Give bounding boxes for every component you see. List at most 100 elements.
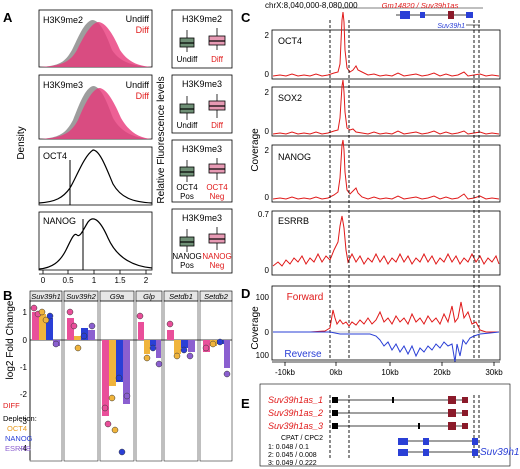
bar — [167, 330, 174, 340]
fold-change-axis-label: log2 Fold Change — [5, 300, 16, 379]
signal-oct4 — [272, 11, 500, 77]
dot — [143, 354, 151, 362]
density-title: NANOG — [43, 216, 76, 226]
rna-coverage-plot: 100 0 100 Forward Reverse — [256, 285, 501, 363]
density-x-axis: 0 0.5 1 1.5 2 — [39, 270, 152, 285]
dot — [66, 308, 74, 316]
dot — [186, 352, 194, 360]
bar — [32, 312, 39, 340]
density-plot-nanog: NANOG — [38, 211, 153, 271]
y-tick-label: 100 — [256, 293, 270, 302]
panel-label-d: D — [241, 286, 250, 301]
y-tick-label: 2 — [265, 31, 270, 40]
dot — [52, 340, 60, 348]
density-title: H3K9me2 — [43, 15, 83, 25]
box-label: Undiff — [177, 55, 199, 64]
legend-diff: DIFF — [3, 401, 20, 410]
y-tick-label: -1 — [20, 363, 28, 372]
dot — [70, 322, 78, 330]
y-tick-label: 0.7 — [258, 210, 270, 219]
density-axis-label: Density — [16, 126, 27, 159]
dot — [166, 320, 174, 328]
transcript-label: Suv39h1as_2 — [268, 408, 323, 418]
fold-change-bars — [32, 312, 230, 416]
x-tick-label: 1 — [92, 276, 97, 285]
bar — [116, 340, 123, 382]
bar — [150, 340, 156, 346]
coding-score-row: 3: 0.049 / 0.222 — [268, 460, 317, 467]
boxplot-title: H3K9me3 — [182, 213, 222, 223]
y-tick-label: -3 — [20, 417, 28, 426]
dot — [155, 360, 163, 368]
boxplot-h3k9me3-diff: H3K9me3 Undiff Diff — [171, 74, 233, 134]
bar — [88, 330, 95, 340]
y-tick-label: 100 — [256, 351, 270, 360]
bar — [74, 336, 81, 340]
bar — [138, 322, 144, 340]
density-plot-oct4: OCT4 — [38, 146, 153, 206]
dot — [88, 322, 96, 330]
y-tick-label: 2 — [265, 146, 270, 155]
dot — [149, 344, 157, 352]
boxplot-h3k9me3-nanog: H3K9me3 NANOG Pos NANOG Neg — [171, 208, 233, 274]
x-tick-label: 10kb — [381, 368, 399, 377]
coding-score-header: CPAT / CPC2 — [281, 435, 323, 442]
bar — [109, 340, 116, 386]
dot — [111, 426, 119, 434]
y-tick-label: 0 — [265, 70, 270, 79]
dot — [216, 338, 224, 346]
x-tick-label: 20kb — [433, 368, 451, 377]
y-tick-label: -2 — [20, 390, 28, 399]
dot — [46, 312, 54, 320]
box-label: Diff — [211, 121, 224, 130]
dot — [118, 448, 126, 456]
x-tick-label: 1.5 — [114, 276, 126, 285]
box-label-line1: OCT4 — [206, 183, 228, 192]
density-title: H3K9me3 — [43, 80, 83, 90]
box-label-line1: NANOG — [172, 252, 201, 261]
legend-diff: Diff — [136, 91, 150, 101]
transcript-models: Suv39h1as_1 Suv39h1as_2 Suv39h1as_3 CPAT… — [259, 383, 519, 467]
reverse-signal — [273, 331, 500, 363]
coding-score-row: 1: 0.048 / 0.1 — [268, 444, 309, 451]
dot — [202, 344, 210, 352]
gene-label: Suv39h2 — [66, 292, 96, 301]
dot — [74, 344, 82, 352]
boxplot-h3k9me3-oct4: H3K9me3 OCT4 Pos OCT4 Neg — [171, 139, 233, 203]
chip-signals — [272, 11, 500, 267]
dot — [209, 340, 217, 348]
fold-change-legend: DIFF Depletion: OCT4 NANOG ESRRB — [3, 401, 37, 453]
dot — [115, 374, 123, 382]
box-label: OCT4 Pos — [176, 183, 198, 201]
bar — [67, 318, 74, 340]
dot — [173, 352, 181, 360]
x-tick-label: 0kb — [330, 368, 343, 377]
rna-x-axis: -10kb 0kb 10kb 20kb 30kb — [272, 361, 503, 377]
gene-label: Setdb1 — [169, 292, 193, 301]
y-tick-label: 0 — [265, 193, 270, 202]
y-tick-label: 0 — [23, 336, 28, 345]
bar — [46, 318, 53, 340]
gene-label-antisense: Gm14820 / Suv39h1as — [382, 1, 459, 10]
dot — [123, 392, 131, 400]
coverage-axis-label: Coverage — [250, 128, 261, 172]
track-label: OCT4 — [278, 36, 302, 46]
gene-label: Suv39h1 — [31, 292, 61, 301]
reverse-label: Reverse — [284, 349, 322, 360]
dot — [42, 316, 50, 324]
gene-label-suv39h1: Suv39h1 — [437, 23, 465, 30]
dot — [223, 370, 231, 378]
boxplot-h3k9me2: H3K9me2 Undiff Diff — [171, 9, 233, 69]
legend-oct4: OCT4 — [7, 424, 27, 433]
box-label-line1: OCT4 — [176, 183, 198, 192]
box-label: OCT4 Neg — [206, 183, 228, 201]
bar — [144, 340, 150, 354]
bar — [102, 340, 109, 416]
gene-label: G9a — [110, 292, 124, 301]
y-tick-label: 1 — [23, 308, 28, 317]
chip-tracks: OCT4 SOX2 NANOG ESRRB 2 0 2 0 2 0 0.7 0 — [258, 29, 501, 276]
dot — [30, 304, 38, 312]
genomic-coordinate: chrX:8,040,000-8,080,000 — [265, 1, 358, 10]
bar — [39, 314, 46, 340]
